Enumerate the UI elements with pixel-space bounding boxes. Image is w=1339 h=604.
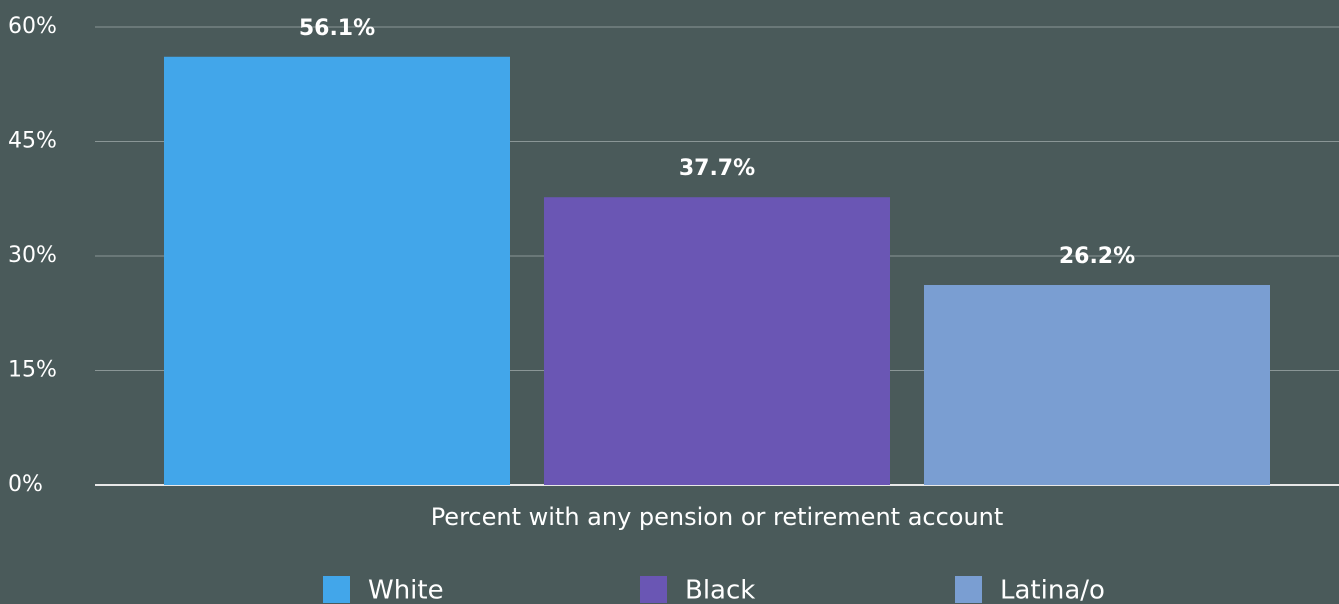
value-label: 37.7%	[679, 156, 755, 181]
x-axis-label: Percent with any pension or retirement a…	[431, 503, 1004, 531]
y-tick-label: 15%	[8, 358, 57, 383]
y-tick-label: 60%	[8, 14, 57, 39]
value-label: 56.1%	[299, 16, 375, 41]
legend-swatch	[955, 576, 982, 603]
bar	[544, 197, 890, 485]
y-tick-label: 30%	[8, 243, 57, 268]
y-tick-label: 45%	[8, 129, 57, 154]
legend-swatch	[323, 576, 350, 603]
bar	[924, 285, 1270, 485]
legend-label: Black	[685, 576, 755, 604]
legend-swatch	[640, 576, 667, 603]
legend-label: White	[368, 576, 444, 604]
y-tick-label: 0%	[8, 472, 43, 497]
legend-label: Latina/o	[1000, 576, 1105, 604]
bar	[164, 56, 510, 486]
value-label: 26.2%	[1059, 244, 1135, 269]
